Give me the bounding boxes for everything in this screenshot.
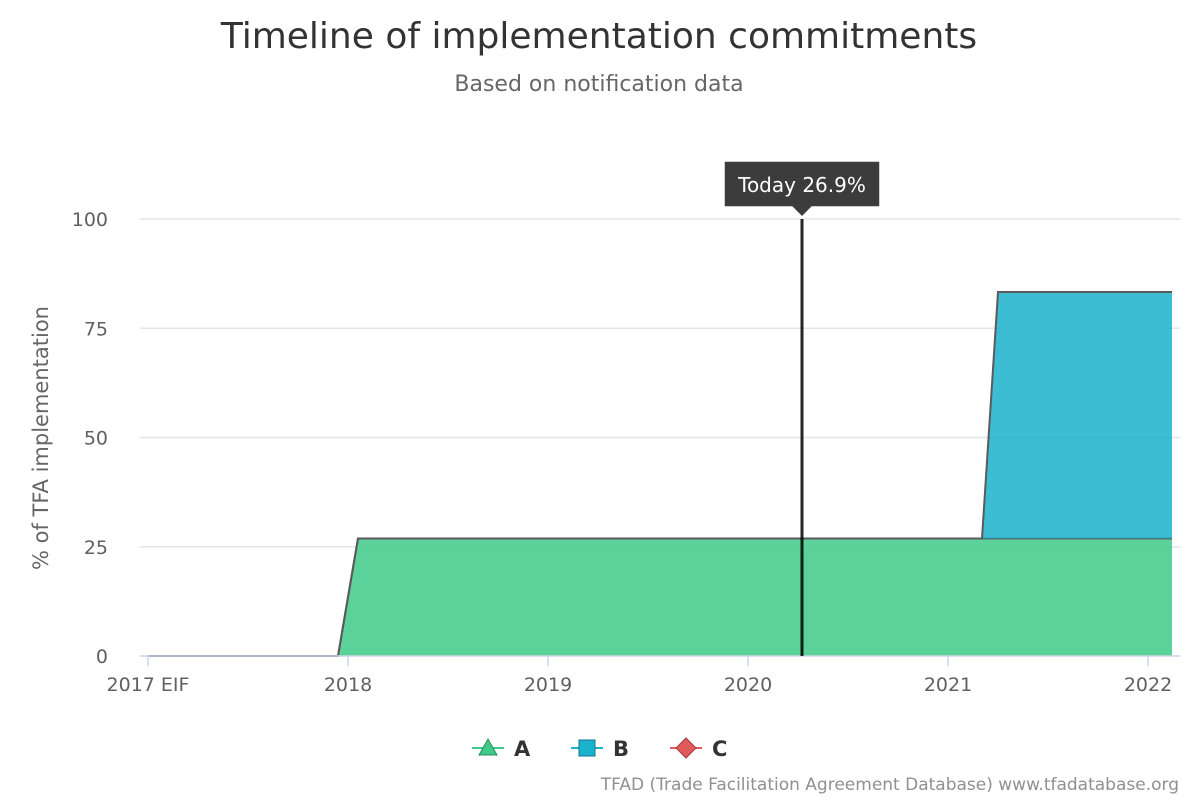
x-tick-label: 2018 <box>324 674 372 696</box>
credit-text[interactable]: TFAD (Trade Facilitation Agreement Datab… <box>600 775 1179 795</box>
legend-label: A <box>514 737 531 761</box>
legend-label: C <box>712 737 727 761</box>
square-icon <box>578 739 596 757</box>
y-axis-label: % of TFA implementation <box>29 306 53 570</box>
x-tick-label: 2022 <box>1124 674 1172 696</box>
legend-item-c[interactable]: C <box>670 737 727 761</box>
y-tick-label: 100 <box>72 209 108 231</box>
y-tick-label: 25 <box>84 537 108 559</box>
area-series-a <box>148 538 1172 656</box>
x-tick-label: 2021 <box>924 674 972 696</box>
area-series-b <box>148 291 1172 656</box>
y-tick-label: 50 <box>84 428 108 450</box>
x-tick-label: 2017 EIF <box>107 674 190 696</box>
today-tooltip <box>723 160 881 219</box>
legend-label: B <box>613 737 629 761</box>
triangle-icon <box>478 737 498 756</box>
x-tick-label: 2019 <box>524 674 572 696</box>
chart-title: Timeline of implementation commitments <box>220 16 977 57</box>
legend-item-a[interactable]: A <box>472 737 531 761</box>
today-tooltip-label: Today 26.9% <box>737 173 866 197</box>
y-tick-label: 75 <box>84 318 108 340</box>
diamond-icon <box>675 737 697 759</box>
chart-subtitle: Based on notification data <box>454 72 743 97</box>
x-tick-label: 2020 <box>724 674 772 696</box>
legend-item-b[interactable]: B <box>571 737 629 761</box>
y-tick-label: 0 <box>96 646 108 668</box>
